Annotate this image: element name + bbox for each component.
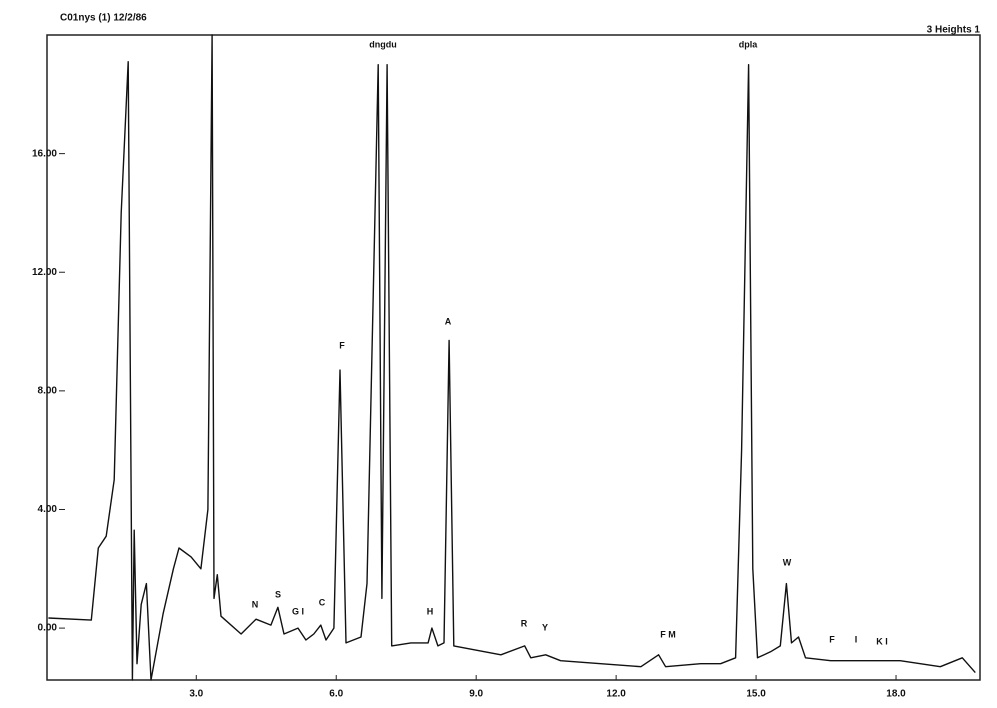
x-tick-label: 18.0 [886, 689, 906, 700]
peak-label: W [783, 557, 792, 567]
y-tick-label: 8.00 [38, 386, 58, 397]
x-tick-label: 6.0 [329, 689, 343, 700]
plot-frame [46, 34, 981, 681]
y-tick-label: 12.00 [32, 267, 57, 278]
x-tick-label: 3.0 [189, 689, 203, 700]
chart-subtitle: 3 Heights 1 [927, 25, 981, 36]
y-tick-label: 0.00 [38, 623, 58, 634]
y-tick-label: 16.00 [32, 148, 57, 159]
peak-label: F [339, 340, 345, 350]
peak-label: dpla [739, 39, 758, 49]
peak-label: H [427, 606, 434, 616]
peak-label: F [829, 634, 835, 644]
peak-label: N [252, 599, 259, 609]
x-tick-label: 12.0 [606, 689, 626, 700]
chart-title: C01nys (1) 12/2/86 [60, 13, 147, 24]
y-tick-label: 4.00 [38, 504, 58, 515]
peak-label: R [521, 618, 528, 628]
peak-label: K I [876, 636, 888, 646]
x-tick-label: 9.0 [469, 689, 483, 700]
peak-label: F M [660, 629, 676, 639]
peak-label: I [855, 634, 858, 644]
peak-label: S [275, 589, 281, 599]
peak-label: A [445, 316, 452, 326]
peak-label: dngdu [369, 39, 397, 49]
peak-label: G I [292, 606, 304, 616]
trace-line [48, 34, 976, 681]
peak-label: Y [542, 622, 548, 632]
x-tick-label: 15.0 [746, 689, 766, 700]
peak-label: C [319, 597, 326, 607]
